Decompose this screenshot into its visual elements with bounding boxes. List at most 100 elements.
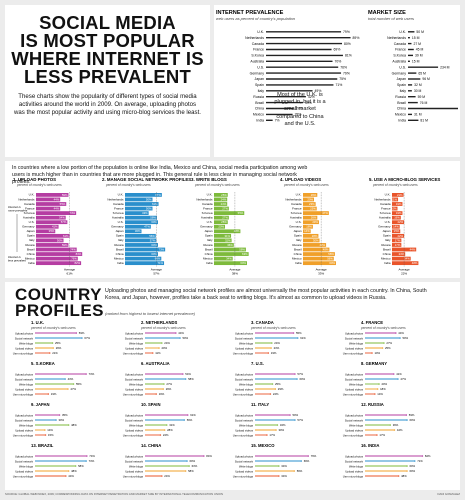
country-row-label: Social network [125,459,144,463]
activity-bar [36,238,64,243]
country-row-label: Use micro-blogs [13,474,34,478]
country-bar-end [374,393,376,395]
country-value-label: 44% [68,474,74,478]
activity-category-label: India [117,261,124,265]
prevalence-category-label: India [256,119,264,123]
country-row-label: Upload photos [125,372,144,376]
country-value-label: 19% [51,392,57,396]
activity-category-label: Spain [294,234,302,238]
country-value-label: 17% [269,433,275,437]
activity-category-label: Spain [205,234,213,238]
country-value-label: 58% [188,469,194,473]
activity-category-label: India [384,261,391,265]
prevalence-value-label: 75% [339,77,346,81]
activity-category-label: S.Korea [202,211,213,215]
country-value-label: 63% [192,464,198,468]
activity-bar [36,247,77,252]
country-value-label: 19% [271,351,277,355]
country-row-label: Use micro-blogs [13,433,34,437]
activity-value-label: 44% [54,206,60,210]
country-value-label: 66% [304,459,310,463]
country-value-label: 50% [403,336,409,340]
activity-bar [303,252,335,256]
country-value-label: 61% [190,413,196,417]
activity-value-label: 59% [62,243,68,247]
country-bar-end [75,332,78,334]
activity-category-label: Germany [289,225,302,229]
country-bar-end [183,419,185,421]
activity-value-label: 27% [222,216,228,220]
activity-category-label: U.S. [29,220,35,224]
country-value-label: 15% [48,433,54,437]
prevalence-category-label: Russia [253,95,264,99]
activity-bar [36,243,69,247]
country-bar-end [395,332,397,334]
country-bar-end [74,465,77,467]
activity-category-label: U.K. [385,193,391,197]
activity-bar [125,220,158,225]
activity-category-label: S.Korea [291,211,302,215]
country-row-label: Use micro-blogs [13,351,34,355]
activity-category-label: S.Korea [113,211,124,215]
activity-bar [125,206,153,211]
country-bar-end [47,393,50,395]
activity-bar [36,261,82,266]
main-title-line: LESS PREVALENT [24,66,191,87]
country-value-label: 24% [274,341,280,345]
country-bar-end [296,378,298,380]
activity-value-label: 17% [395,238,401,242]
country-value-label: 54% [185,372,191,376]
activity-value-label: 50% [57,238,63,242]
activity-value-label: 22% [397,234,403,238]
country-row-label: Upload photos [15,454,34,458]
activity-value-label: 14% [304,229,310,233]
activity-value-label: 29% [312,220,318,224]
activity-bar [214,247,246,252]
country-value-label: 50% [183,336,189,340]
activity-bar [125,193,162,197]
activity-category-label: Russia [114,243,124,247]
country-row-label: Upload videos [125,469,143,473]
country-row-label: Social network [235,336,254,340]
market-value-label: 39 M [415,54,423,58]
country-bar-end [184,470,187,472]
activity-value-label: 17% [395,243,401,247]
country-value-label: 60% [190,459,196,463]
country-row-label: Use micro-blogs [123,351,144,355]
prevalence-category-label: S.Korea [251,54,264,58]
activity-category-label: Australia [290,215,302,219]
prevalence-value-label: 71% [335,83,342,87]
country-row-label: Social network [125,418,144,422]
activity-value-label: 25% [310,206,316,210]
country-profiles-heading: COUNTRY PROFILES [15,286,104,319]
prevalence-value-label: 39% [305,101,312,105]
country-value-label: 82% [425,454,431,458]
activity-bar [214,261,247,266]
activity-panel-subtitle: percent of country's web users [372,183,418,187]
country-row-label: Social network [235,418,254,422]
activity-bar [125,202,159,206]
activity-bar [214,215,229,220]
country-bar-end [159,434,162,436]
activity-value-label: 25% [221,220,227,224]
country-bar-end [376,388,379,390]
activity-average-value: 22% [401,271,407,275]
activity-panel-title: 3. WRITE BLOGS [191,178,227,182]
prevalence-value-label: 28% [295,113,302,117]
prevalence-category-label: Germany [250,71,265,75]
activity-average-value: 61% [67,271,73,275]
market-value-label: 30 M [414,89,422,93]
country-bar-end [186,460,188,462]
country-bar-end [294,419,296,421]
activity-value-label: 60% [151,243,157,247]
country-value-label: 20% [162,346,168,350]
activity-category-label: Canada [24,202,35,206]
prevalence-value-label: 80% [344,42,351,46]
activity-bar [214,211,245,215]
market-category-label: Russia [395,95,406,99]
activity-category-label: Mexico [25,256,35,260]
country-bar-end [67,470,70,472]
activity-category-label: China [27,252,35,256]
activity-category-label: U.S. [385,220,391,224]
prevalence-value-label: 49% [315,89,322,93]
